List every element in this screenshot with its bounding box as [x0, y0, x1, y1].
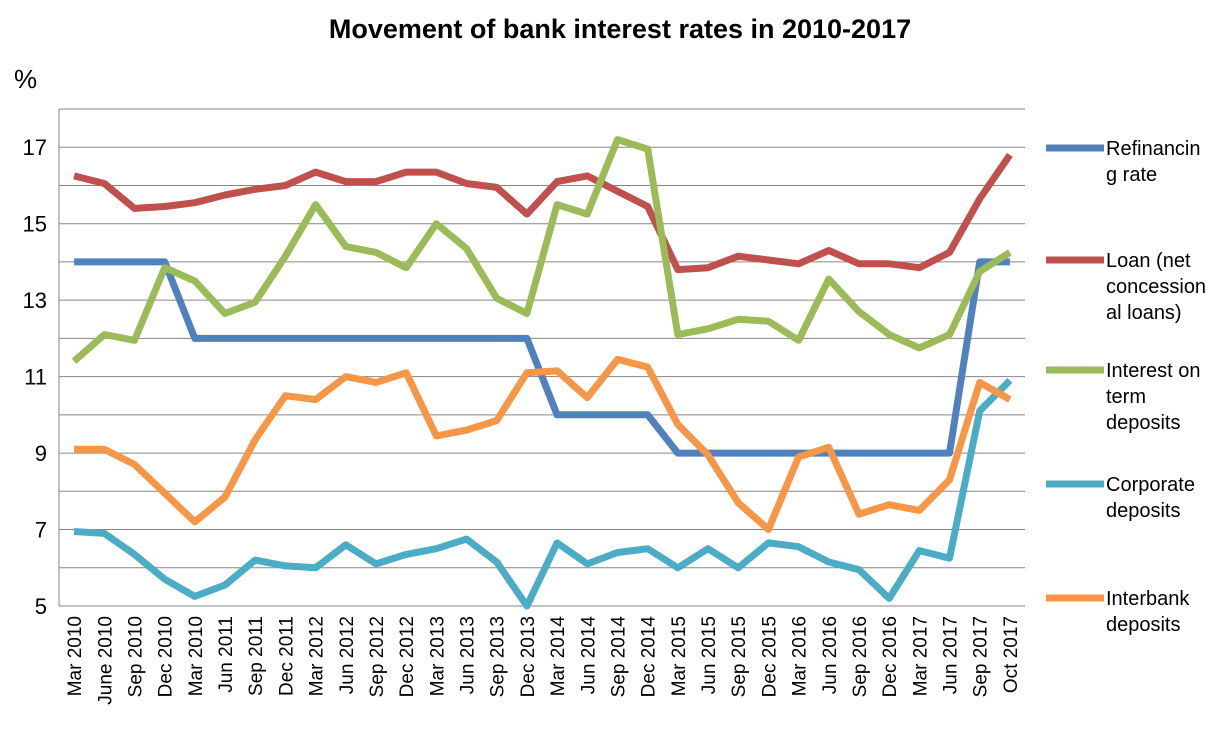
legend-label: deposits: [1106, 614, 1181, 636]
x-tick-label: Mar 2014: [548, 616, 569, 697]
x-tick-label: Dec 2011: [276, 616, 297, 696]
series-line: [74, 258, 1010, 457]
x-tick-label: Mar 2010: [186, 616, 207, 696]
series-line: [73, 152, 1013, 274]
y-tick-label: 17: [23, 135, 47, 160]
legend-label: deposits: [1106, 500, 1181, 522]
y-axis-unit-label: %: [14, 64, 38, 94]
series-line: [71, 136, 1012, 364]
y-tick-label: 11: [24, 365, 47, 390]
series-line: [73, 377, 1013, 610]
x-tick-label: Mar 2010: [65, 616, 86, 696]
x-tick-label: Mar 2012: [307, 616, 328, 696]
legend-label: concession: [1106, 276, 1206, 298]
y-tick-label: 5: [35, 594, 47, 619]
x-tick-label: Sep 2011: [246, 616, 267, 696]
x-tick-label: Sep 2016: [850, 616, 871, 697]
legend-label: Refinancin: [1106, 138, 1201, 160]
x-tick-label: Dec 2016: [880, 616, 901, 697]
x-tick-label: Sep 2017: [971, 616, 992, 697]
legend-label: deposits: [1106, 412, 1181, 434]
x-tick-label: Jun 2014: [578, 616, 599, 695]
y-tick-label: 9: [35, 441, 47, 466]
x-tick-label: June 2010: [95, 616, 116, 705]
x-tick-label: Sep 2012: [367, 616, 388, 697]
x-tick-label: Dec 2014: [639, 616, 660, 698]
legend-label: term: [1106, 386, 1146, 408]
series-line: [74, 355, 1012, 533]
legend-label: Interbank: [1106, 588, 1190, 610]
x-tick-label: Jun 2011: [216, 616, 237, 693]
x-tick-label: Jun 2012: [337, 616, 358, 694]
x-tick-label: Jun 2017: [941, 616, 962, 694]
x-tick-label: Sep 2014: [608, 616, 629, 698]
x-tick-label: Sep 2010: [125, 616, 146, 697]
x-tick-label: Dec 2013: [518, 616, 539, 697]
x-tick-label: Mar 2017: [910, 616, 931, 696]
y-tick-label: 15: [23, 212, 47, 237]
x-tick-label: Oct 2017: [1001, 616, 1022, 693]
x-tick-label: Sep 2013: [488, 616, 509, 697]
x-tick-label: Dec 2012: [397, 616, 418, 697]
x-tick-label: Mar 2013: [427, 616, 448, 696]
x-tick-label: Jun 2016: [820, 616, 841, 694]
y-tick-label: 13: [23, 288, 47, 313]
legend-label: Loan (net: [1106, 250, 1191, 272]
x-tick-label: Jun 2015: [699, 616, 720, 694]
x-tick-label: Jun 2013: [458, 616, 479, 694]
x-tick-label: Sep 2015: [729, 616, 750, 697]
legend-label: Interest on: [1106, 360, 1201, 382]
legend-label: al loans): [1106, 302, 1182, 324]
legend-label: g rate: [1106, 164, 1157, 186]
x-tick-label: Mar 2016: [790, 616, 811, 696]
legend-label: Corporate: [1106, 474, 1195, 496]
x-tick-label: Mar 2015: [669, 616, 690, 696]
x-tick-label: Dec 2015: [759, 616, 780, 697]
y-tick-label: 7: [35, 518, 47, 543]
chart-title: Movement of bank interest rates in 2010-…: [328, 14, 912, 44]
x-tick-label: Dec 2010: [156, 616, 177, 697]
